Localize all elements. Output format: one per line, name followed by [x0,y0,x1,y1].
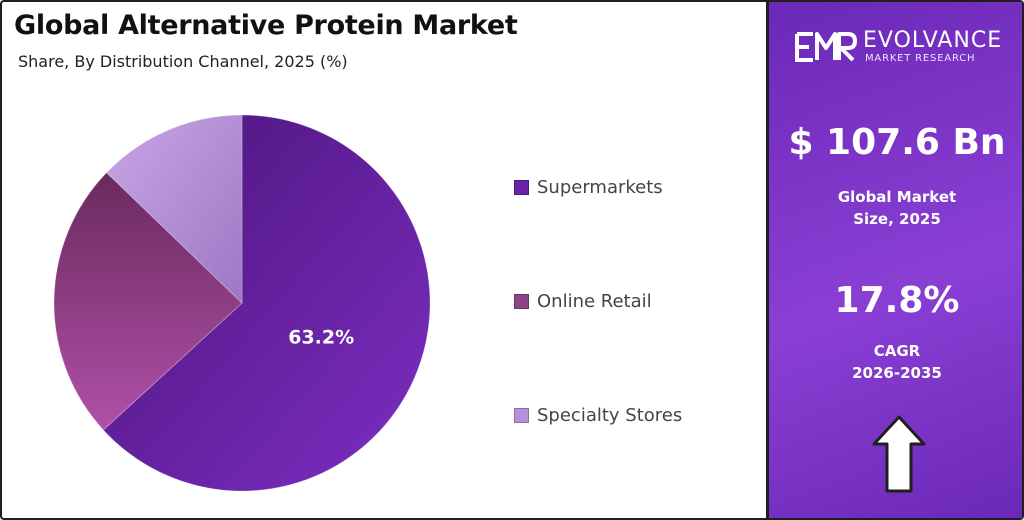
legend-item-specialty-stores: Specialty Stores [514,405,682,426]
up-arrow-icon [872,415,926,493]
legend-item-online-retail: Online Retail [514,291,652,312]
legend-label: Specialty Stores [537,405,683,426]
pie-slice-supermarkets [102,114,431,492]
data-label-supermarkets: 63.2% [288,326,354,348]
market-size-label: Global Market Size, 2025 [769,186,1022,230]
legend-label: Online Retail [537,291,652,312]
legend-item-supermarkets: Supermarkets [514,177,663,198]
legend-swatch [514,180,529,195]
market-size-label-line1: Global Market [837,188,957,206]
market-size-label-line2: Size, 2025 [853,210,941,228]
brand-subtitle: MARKET RESEARCH [865,53,976,64]
stats-panel: EVOLVANCE MARKET RESEARCH $ 107.6 Bn Glo… [766,2,1022,518]
pie-slice-specialty-stores [105,114,243,305]
market-size-value: $ 107.6 Bn [788,122,1006,163]
emr-logo-icon [795,32,857,62]
pie-chart: 63.2% [53,114,431,492]
cagr-label-line2: 2026-2035 [852,364,942,382]
legend-label: Supermarkets [537,177,663,198]
cagr-value: 17.8% [834,280,960,321]
chart-title: Global Alternative Protein Market [14,10,518,41]
chart-panel: Global Alternative Protein Market Share,… [2,2,766,518]
cagr-label: CAGR 2026-2035 [769,340,1022,384]
brand-logo: EVOLVANCE MARKET RESEARCH [795,28,1015,68]
chart-subtitle: Share, By Distribution Channel, 2025 (%) [18,52,348,71]
brand-name: EVOLVANCE [863,28,1003,53]
pie-slice-online-retail [53,171,243,431]
legend-swatch [514,408,529,423]
legend-swatch [514,294,529,309]
cagr-label-line1: CAGR [873,342,921,360]
